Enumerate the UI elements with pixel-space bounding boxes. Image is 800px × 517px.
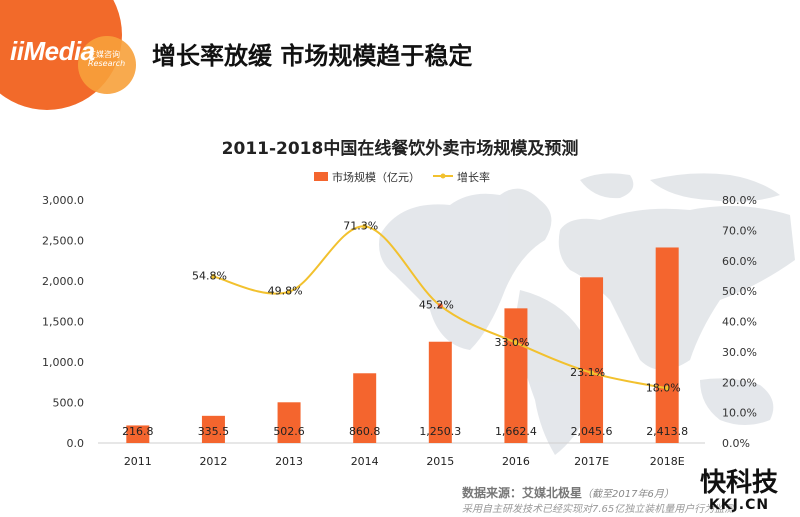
data-source: 数据来源：艾媒北极星（截至2017年6月） — [462, 484, 674, 501]
growth-rate-point-2017E — [589, 370, 595, 376]
left-axis-tick-label: 500.0 — [53, 397, 85, 410]
logo-subtitle-en: Research — [88, 59, 126, 68]
legend-label-market-size: 市场规模（亿元） — [332, 170, 420, 184]
x-axis-tick-label: 2014 — [351, 455, 379, 468]
right-axis: 0.0% 10.0% 20.0% 30.0% 40.0% 50.0% 60.0% 70.0% 8… — [722, 194, 757, 450]
right-axis-tick-label: 80.0% — [722, 194, 757, 207]
right-axis-tick-label: 10.0% — [722, 407, 757, 420]
right-axis-tick-label: 50.0% — [722, 285, 757, 298]
right-axis-tick-label: 0.0% — [722, 437, 750, 450]
right-axis-tick-label: 20.0% — [722, 376, 757, 389]
bar-2018E — [655, 247, 679, 443]
bar-2016 — [504, 308, 528, 443]
legend: 市场规模（亿元） 增长率 — [314, 170, 490, 184]
growth-rate-point-2016 — [513, 340, 519, 346]
logo-subtitle-cn: 艾媒咨询 — [88, 50, 120, 59]
right-axis-tick-label: 60.0% — [722, 255, 757, 268]
left-axis-tick-label: 1,500.0 — [42, 316, 84, 329]
iimedia-logo: iiMedia 艾媒咨询 Research — [0, 0, 140, 110]
x-axis-tick-label: 2013 — [275, 455, 303, 468]
x-axis-tick-label: 2016 — [502, 455, 530, 468]
growth-rate-label: 54.8% — [192, 270, 227, 283]
right-axis-tick-label: 30.0% — [722, 346, 757, 359]
kkj-watermark: 快科技 KKJ.CN — [684, 469, 794, 513]
legend-swatch-market-size — [314, 172, 328, 181]
bar-series: 216.8 335.5 502.6 860.8 1,250.3 1,662.4 2,045.… — [122, 247, 688, 443]
bar-value-label: 860.8 — [349, 425, 381, 438]
growth-rate-point-2015 — [437, 303, 443, 309]
growth-rate-label: 23.1% — [570, 366, 605, 379]
bar-value-label: 1,250.3 — [419, 425, 461, 438]
growth-rate-point-2014 — [362, 223, 368, 229]
right-axis-tick-label: 40.0% — [722, 316, 757, 329]
bar-2017E — [580, 277, 604, 443]
bar-value-label: 502.6 — [273, 425, 305, 438]
growth-rate-point-2018E — [664, 385, 670, 391]
x-axis-tick-label: 2018E — [650, 455, 685, 468]
right-axis-tick-label: 70.0% — [722, 224, 757, 237]
left-axis: 0.0 500.0 1,000.0 1,500.0 2,000.0 2,500.0 3,00… — [42, 194, 84, 450]
bar-value-label: 1,662.4 — [495, 425, 537, 438]
growth-rate-label: 18.0% — [646, 381, 681, 394]
legend-label-growth-rate: 增长率 — [457, 170, 490, 184]
growth-rate-label: 45.2% — [419, 299, 454, 312]
x-axis-tick-label: 2017E — [574, 455, 609, 468]
logo-wordmark: iiMedia — [10, 36, 95, 66]
growth-rate-point-2013 — [286, 289, 292, 295]
data-method-note: 采用自主研发技术已经实现对7.65亿独立装机量用户行为监测 — [462, 504, 735, 515]
watermark-main: 快科技 — [699, 468, 778, 498]
x-axis-tick-label: 2015 — [426, 455, 454, 468]
chart-title: 2011-2018中国在线餐饮外卖市场规模及预测 — [221, 139, 579, 159]
watermark-sub: KKJ.CN — [708, 497, 770, 513]
bar-2013 — [277, 402, 301, 443]
data-source-note: （截至2017年6月） — [582, 489, 674, 500]
growth-rate-label: 71.3% — [343, 219, 378, 232]
growth-rate-series: 54.8% 49.8% 71.3% 45.2% 33.0% 23.1% 18.0% — [192, 219, 681, 394]
page-title: 增长率放缓 市场规模趋于稳定 — [152, 42, 473, 70]
legend-marker-growth-rate — [440, 173, 446, 179]
x-axis-labels: 2011 2012 2013 2014 2015 2016 2017E 2018E — [124, 455, 685, 468]
bar-value-label: 335.5 — [198, 425, 230, 438]
logo-circle-small — [78, 36, 136, 94]
data-source-label: 数据来源：艾媒北极星 — [462, 486, 583, 500]
bar-2015 — [428, 341, 452, 443]
left-axis-tick-label: 2,500.0 — [42, 235, 84, 248]
bar-2012 — [201, 415, 225, 443]
logo-subtitle: 艾媒咨询 Research — [88, 50, 136, 68]
bar-2014 — [353, 373, 377, 443]
left-axis-tick-label: 0.0 — [67, 437, 85, 450]
left-axis-tick-label: 2,000.0 — [42, 275, 84, 288]
bar-2011 — [126, 425, 150, 443]
bar-value-label: 2,045.6 — [571, 425, 613, 438]
x-axis-tick-label: 2012 — [199, 455, 227, 468]
growth-rate-label: 49.8% — [268, 285, 303, 298]
x-axis-tick-label: 2011 — [124, 455, 152, 468]
bar-value-label: 2,413.8 — [646, 425, 688, 438]
growth-rate-label: 33.0% — [494, 336, 529, 349]
left-axis-tick-label: 1,000.0 — [42, 356, 84, 369]
bar-value-label: 216.8 — [122, 425, 154, 438]
left-axis-tick-label: 3,000.0 — [42, 194, 84, 207]
growth-rate-point-2012 — [210, 274, 216, 280]
